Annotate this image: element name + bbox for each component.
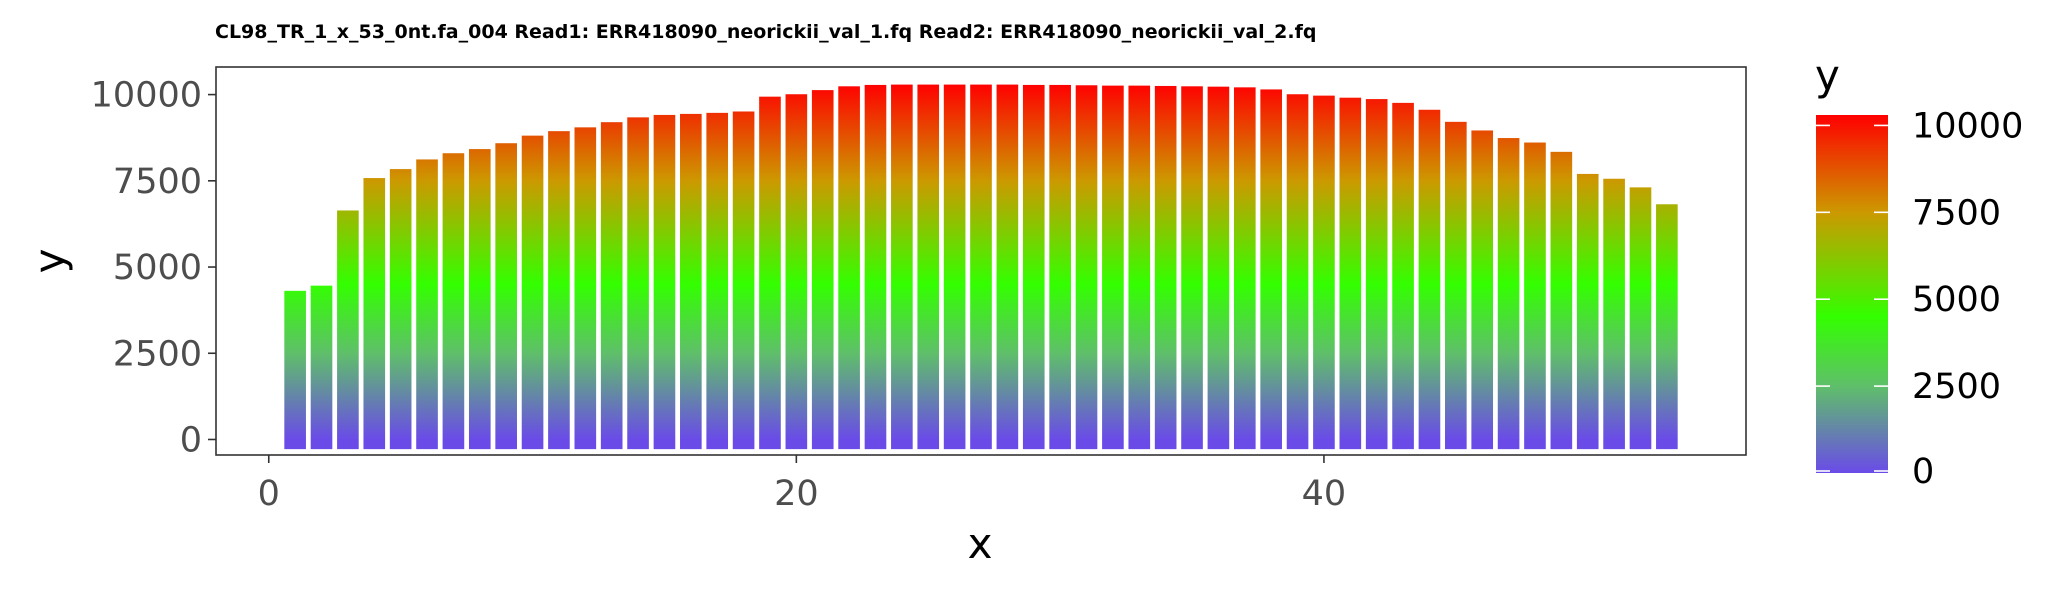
legend-tick-label: 7500: [1912, 193, 2001, 233]
bar: [1471, 130, 1494, 450]
bar: [1365, 99, 1388, 450]
bar: [1576, 173, 1599, 450]
x-axis-title: x: [968, 519, 993, 568]
bar: [996, 84, 1019, 450]
bar: [389, 169, 412, 450]
y-axis-title: y: [25, 249, 74, 274]
bar: [310, 285, 333, 450]
bar: [1181, 86, 1203, 450]
bar: [1550, 151, 1573, 450]
x-axis: 0 20 40: [258, 455, 1347, 514]
bar: [363, 178, 386, 450]
bar: [1524, 142, 1546, 450]
legend-tick-label: 2500: [1912, 367, 2001, 407]
bar: [1497, 138, 1520, 450]
bar: [627, 117, 649, 450]
bar: [284, 290, 306, 450]
bar: [653, 114, 676, 450]
bar: [521, 135, 544, 450]
bar: [1286, 94, 1309, 450]
y-tick-label: 7500: [113, 162, 202, 202]
legend-tick-label: 10000: [1912, 106, 2023, 146]
bar: [759, 96, 781, 450]
bar: [917, 84, 940, 450]
bar: [706, 112, 729, 450]
legend-title: y: [1815, 51, 1840, 100]
bar: [811, 90, 834, 450]
bar: [943, 84, 966, 450]
bar: [468, 149, 491, 450]
bar: [1392, 102, 1414, 450]
bar: [1445, 121, 1467, 450]
x-tick-label: 0: [258, 474, 280, 514]
bar: [495, 143, 517, 450]
bar: [1418, 109, 1441, 450]
y-axis: 0 2500 5000 7500 10000: [91, 76, 216, 460]
chart-title: CL98_TR_1_x_53_0nt.fa_004 Read1: ERR4180…: [215, 21, 1316, 43]
bar: [1207, 86, 1230, 450]
bar: [1102, 85, 1124, 450]
legend-tick-label: 5000: [1912, 280, 2001, 320]
bars: [284, 84, 1678, 450]
legend-tick-label: 0: [1912, 452, 1934, 492]
y-tick-label: 5000: [113, 248, 202, 288]
x-tick-label: 20: [774, 474, 819, 514]
plot-panel: [215, 66, 1747, 456]
bar: [1656, 204, 1678, 450]
bar: [864, 84, 887, 450]
bar: [1339, 97, 1362, 450]
bar: [1603, 178, 1625, 450]
bar: [1022, 84, 1045, 450]
bar: [1260, 89, 1282, 450]
legend-ticks: 0 2500 5000 7500 10000: [1816, 106, 2023, 492]
bar: [732, 111, 755, 450]
color-legend: y 0 2500 5000 7500 10000: [1815, 51, 2023, 492]
bar: [548, 131, 570, 450]
y-tick-label: 10000: [91, 76, 202, 116]
bar: [1629, 187, 1652, 450]
bar: [600, 122, 623, 450]
bar: [970, 84, 992, 450]
bar: [1075, 85, 1098, 450]
bar: [416, 159, 438, 450]
bar: [1049, 84, 1071, 450]
bar: [574, 127, 597, 450]
bar: [337, 210, 359, 450]
y-tick-label: 0: [180, 420, 202, 460]
y-tick-label: 2500: [113, 334, 202, 374]
bar: [442, 153, 465, 450]
bar: [1313, 95, 1335, 450]
bar: [1154, 85, 1177, 450]
bar: [680, 113, 702, 450]
bar: [785, 94, 808, 450]
bar: [891, 84, 913, 450]
bar: [838, 86, 860, 450]
x-tick-label: 40: [1302, 474, 1347, 514]
legend-colorbar: [1816, 115, 1888, 473]
bar: [1128, 85, 1151, 450]
bar: [1233, 87, 1256, 450]
